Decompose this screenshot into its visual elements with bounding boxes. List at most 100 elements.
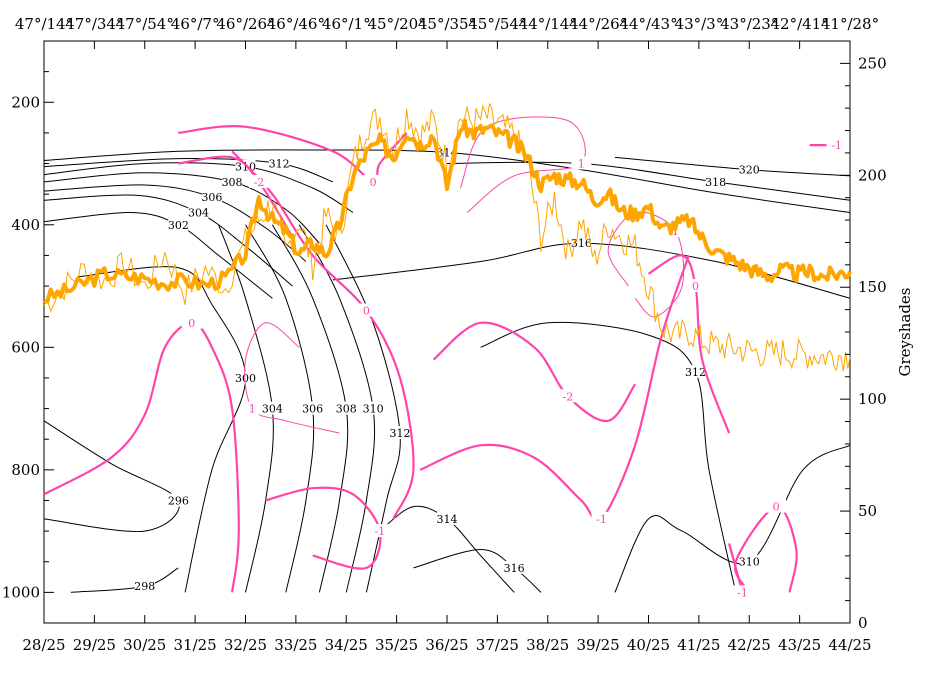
- wind-contour-label: -1: [737, 586, 748, 599]
- wind-contour-label-bg: [591, 511, 612, 525]
- wind-contour-label-bg: [732, 585, 753, 599]
- wind-contour-label: 0: [188, 317, 195, 330]
- isentrope-label: 306: [201, 191, 222, 204]
- wind-contour-label-bg: [557, 389, 578, 403]
- y2-axis-tick-label: 0: [858, 614, 868, 632]
- isentrope-label: 312: [389, 427, 410, 440]
- wind-contour-line: [265, 486, 382, 570]
- isentrope-label-bg: [269, 156, 290, 170]
- isentrope-label-bg: [222, 174, 243, 188]
- y-axis-tick-label: 400: [11, 216, 40, 234]
- y2-axis-tick-label: 150: [858, 278, 887, 296]
- wind-contour-label: 1: [672, 225, 679, 238]
- isentrope-label-bg: [437, 511, 457, 525]
- isentrope-line: [480, 321, 737, 593]
- x-axis-bottom-label: 38/25: [526, 636, 569, 654]
- isentrope-line: [614, 156, 851, 177]
- x-axis-bottom-label: 42/25: [728, 636, 771, 654]
- isentrope-label-bg: [685, 364, 706, 378]
- x-axis-top-label: 46°/1°: [322, 15, 371, 33]
- isentrope-label-bg: [188, 205, 209, 219]
- isentrope-label-bg: [504, 560, 525, 574]
- y2-axis-tick-label: 100: [858, 390, 887, 408]
- isentrope-label: 306: [302, 403, 323, 416]
- x-axis-top-label: 47°/34°: [65, 15, 123, 33]
- wind-contour-line: [43, 321, 240, 593]
- x-axis-bottom-label: 33/25: [274, 636, 317, 654]
- isentrope-label: 304: [262, 403, 283, 416]
- x-axis-top-label: 43°/3°: [675, 15, 724, 33]
- wind-contour-label-bg: [369, 524, 390, 538]
- isentrope-line: [43, 172, 320, 244]
- x-axis-top-label: 45°/35°: [418, 15, 476, 33]
- y-axis-tick-label: 800: [11, 461, 40, 479]
- isentrope-label: 312: [685, 366, 706, 379]
- isentrope-label: 310: [739, 556, 760, 569]
- wind-contour-line: [178, 125, 408, 184]
- wind-contour-label-bg: [181, 315, 202, 329]
- isentrope-label: 316: [504, 562, 525, 575]
- isentrope-label: 318: [705, 176, 726, 189]
- x-axis-bottom-label: 40/25: [627, 636, 670, 654]
- wind-contour-line: [733, 505, 798, 593]
- x-axis-bottom-label: 44/25: [828, 636, 871, 654]
- isentrope-label: 298: [134, 580, 155, 593]
- y-axis-tick-label: 600: [11, 338, 40, 356]
- wind-contour-label: -1: [374, 525, 385, 538]
- x-axis-bottom-label: 41/25: [677, 636, 720, 654]
- wind-contour-line: [459, 116, 586, 213]
- wind-contour-label: 0: [692, 280, 699, 293]
- greyshade-thin-line: [43, 102, 851, 372]
- plot-background: [43, 40, 851, 624]
- y2-axis-tick-label: 200: [858, 166, 887, 184]
- wind-contour-label: -2: [563, 390, 574, 403]
- wind-contour-label-bg: [826, 138, 847, 152]
- wind-contour-label-bg: [356, 303, 377, 317]
- isentrope-label: 314: [437, 513, 458, 526]
- wind-contour-label-bg: [685, 279, 706, 293]
- x-axis-bottom-label: 36/25: [425, 636, 468, 654]
- axes-layer: 200400600800100005010015020025028/2547°/…: [2, 15, 887, 654]
- x-axis-bottom-label: 29/25: [73, 636, 116, 654]
- greyshade-thick-line: [43, 118, 852, 304]
- isentrope-label: 308: [336, 403, 357, 416]
- isentrope-line: [413, 548, 542, 593]
- y-axis-tick-label: 1000: [2, 583, 40, 601]
- isentrope-label-bg: [389, 426, 410, 440]
- isentrope-label-bg: [168, 493, 189, 507]
- wind-contour-line: [419, 255, 690, 523]
- wind-contour-label: 0: [773, 501, 780, 514]
- greyshade-layer: [43, 102, 852, 372]
- wind-contour-label: 0: [370, 176, 377, 189]
- x-axis-bottom-label: 31/25: [174, 636, 217, 654]
- isentrope-label-bg: [262, 401, 283, 415]
- wind-contour-label: 1: [249, 403, 256, 416]
- x-axis-top-label: 47°/14°: [15, 15, 73, 33]
- x-axis-bottom-label: 28/25: [22, 636, 65, 654]
- x-axis-top-label: 44°/43°: [619, 15, 677, 33]
- x-axis-top-label: 44°/14°: [519, 15, 577, 33]
- isentrope-label: 300: [235, 372, 256, 385]
- x-axis-top-label: 42°/41°: [771, 15, 829, 33]
- x-axis-bottom-label: 37/25: [476, 636, 519, 654]
- isentrope-line: [614, 444, 851, 593]
- x-axis-top-label: 46°/26°: [216, 15, 274, 33]
- isentrope-line: [70, 567, 179, 593]
- y2-axis-label: Greyshades: [896, 288, 914, 377]
- wind-contour-label: 1: [578, 158, 585, 171]
- wind-contour-label-bg: [248, 174, 269, 188]
- isentrope-line: [446, 161, 851, 201]
- isentrope-label-bg: [302, 401, 323, 415]
- x-axis-top-label: 44°/26°: [569, 15, 627, 33]
- isentrope-line: [43, 158, 333, 183]
- isentrope-label: 308: [222, 176, 243, 189]
- isentrope-line: [77, 266, 247, 593]
- wind-contour-label-bg: [363, 174, 384, 188]
- isentrope-label-bg: [168, 217, 189, 231]
- isentrope-label-bg: [336, 401, 357, 415]
- isentrope-label: 312: [269, 158, 290, 171]
- x-axis-top-label: 45°/54°: [468, 15, 526, 33]
- y2-axis-tick-label: 50: [858, 502, 877, 520]
- isentrope-label: 310: [363, 403, 384, 416]
